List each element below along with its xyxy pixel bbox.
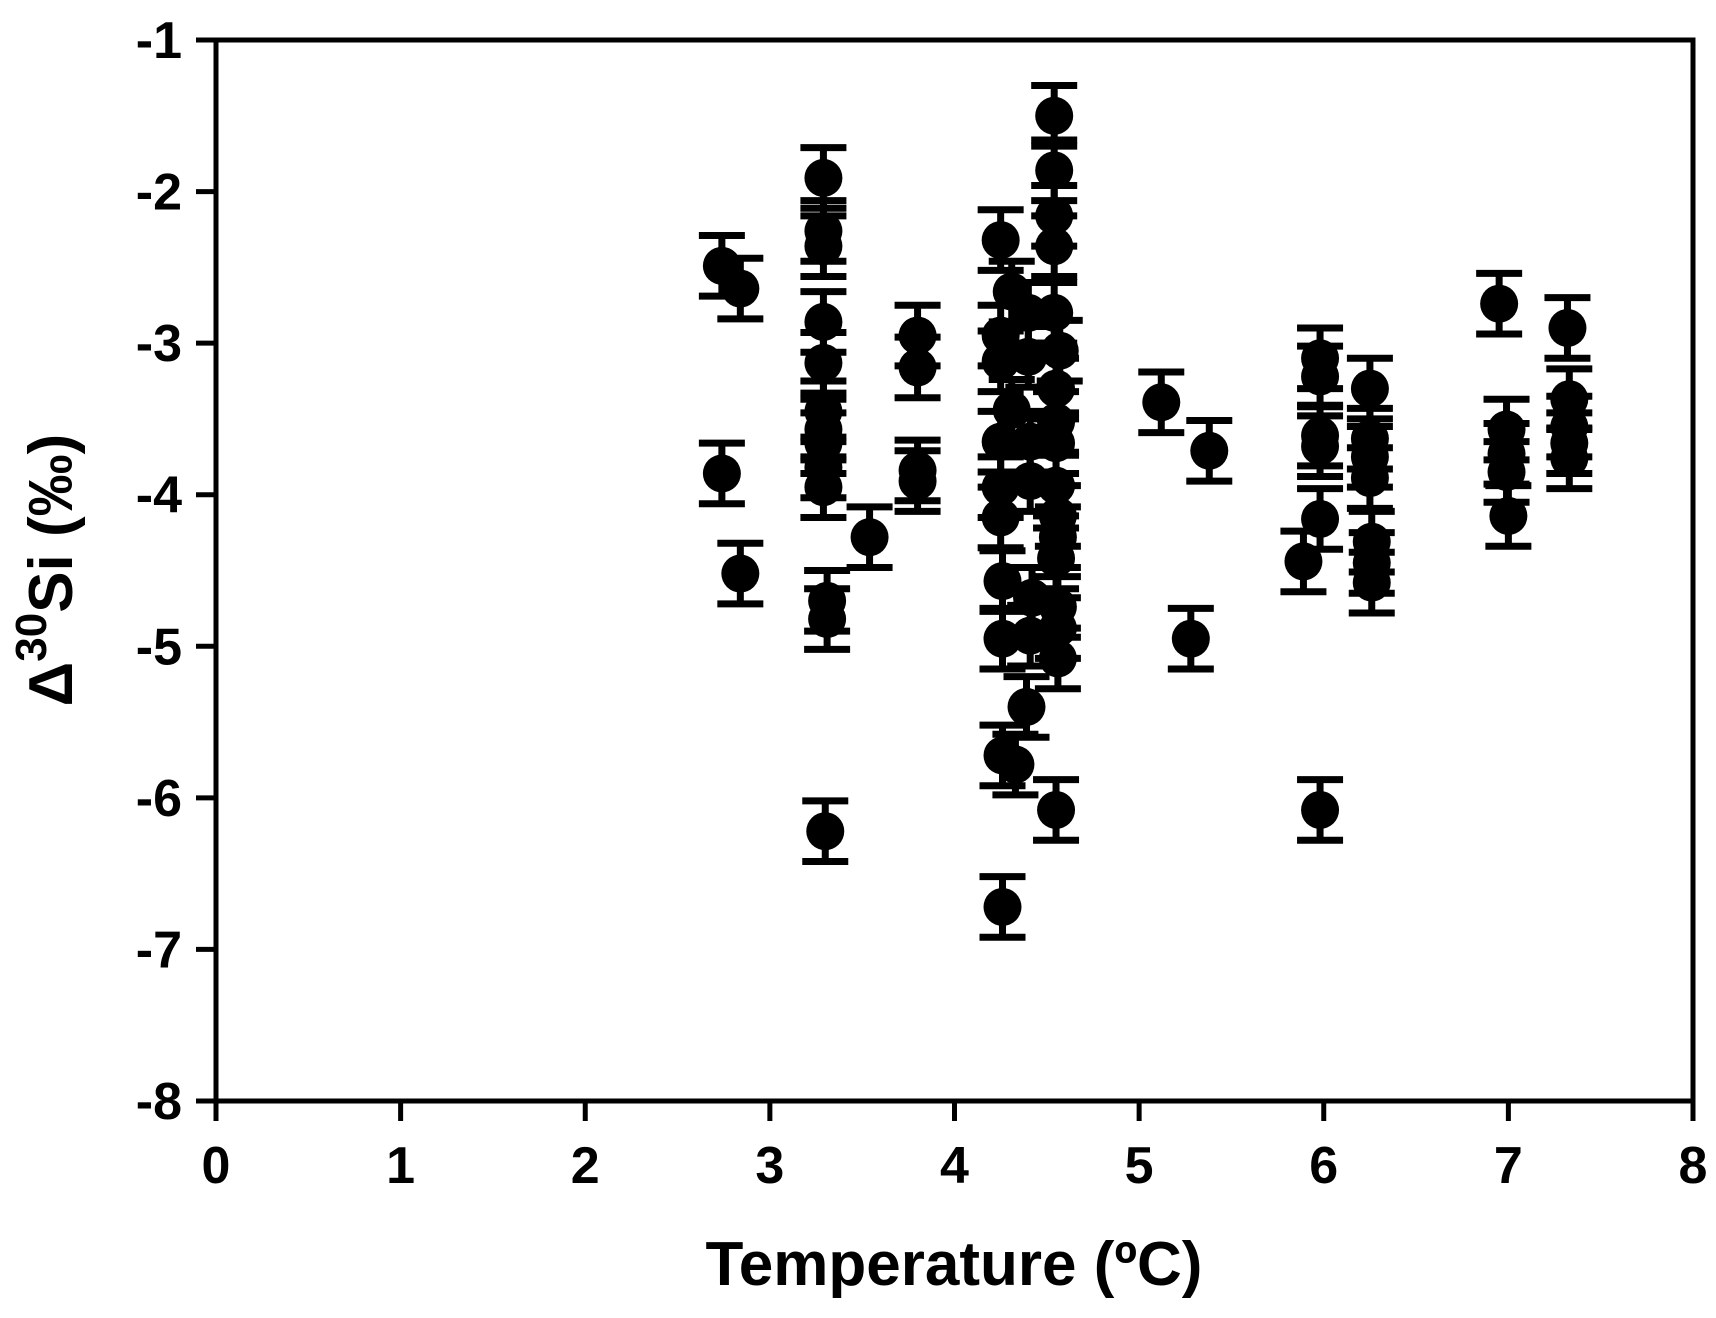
data-point	[1550, 439, 1589, 478]
data-point	[983, 562, 1022, 601]
data-point	[1301, 499, 1340, 538]
data-point	[702, 454, 741, 493]
data-point	[1489, 496, 1528, 535]
data-point	[1350, 459, 1389, 498]
data-point	[1035, 151, 1074, 190]
x-tick-label: 7	[1494, 1137, 1523, 1195]
y-tick-label: -5	[136, 618, 182, 676]
data-point	[1040, 331, 1079, 370]
data-point	[898, 462, 937, 501]
data-point	[1037, 466, 1076, 505]
data-point	[898, 316, 937, 355]
data-point	[1301, 427, 1340, 466]
data-point	[983, 887, 1022, 926]
data-point	[992, 390, 1031, 429]
y-tick-label: -2	[136, 164, 182, 222]
data-point	[1035, 96, 1074, 135]
x-axis-label: Temperature (ºC)	[706, 1230, 1203, 1299]
data-point	[898, 348, 937, 387]
data-point	[804, 158, 843, 197]
data-point	[1284, 542, 1323, 581]
data-point	[1171, 619, 1210, 658]
data-point	[1550, 380, 1589, 419]
y-tick-label: -8	[136, 1073, 182, 1131]
data-point	[1035, 227, 1074, 266]
data-point	[806, 812, 845, 851]
data-point	[1352, 563, 1391, 602]
data-point	[1142, 383, 1181, 422]
data-point	[1350, 369, 1389, 408]
x-tick-label: 6	[1309, 1137, 1338, 1195]
x-tick-label: 1	[386, 1137, 415, 1195]
data-point	[1035, 196, 1074, 235]
markers-layer	[702, 96, 1589, 926]
data-point	[1037, 539, 1076, 578]
y-tick-label: -1	[136, 12, 182, 70]
data-point	[808, 600, 847, 639]
data-point	[1190, 431, 1229, 470]
data-point	[981, 468, 1020, 507]
data-point	[981, 498, 1020, 537]
data-point	[850, 518, 889, 557]
y-axis-ticks	[196, 37, 216, 1104]
y-tick-label: -6	[136, 770, 182, 828]
data-point	[721, 269, 760, 308]
data-point	[1009, 337, 1048, 376]
data-point	[1037, 369, 1076, 408]
x-axis-ticks	[213, 1101, 1696, 1121]
x-tick-label: 2	[571, 1137, 600, 1195]
y-axis-tick-labels: -1 -2 -3 -4 -5 -6 -7 -8	[136, 12, 182, 1131]
data-point	[981, 221, 1020, 260]
data-point	[1487, 452, 1526, 491]
x-axis-tick-labels: 0 1 2 3 4 5 6 7 8	[202, 1137, 1708, 1195]
y-axis-label: Δ30Si (‰)	[7, 434, 86, 707]
data-point	[804, 302, 843, 341]
data-point	[1301, 790, 1340, 829]
data-point	[804, 343, 843, 382]
data-point	[1035, 293, 1074, 332]
data-point	[804, 468, 843, 507]
x-tick-label: 3	[755, 1137, 784, 1195]
data-point	[721, 554, 760, 593]
data-point	[1548, 308, 1587, 347]
x-tick-label: 5	[1125, 1137, 1154, 1195]
data-point	[1007, 687, 1046, 726]
data-point	[1480, 284, 1519, 323]
data-point	[1037, 424, 1076, 463]
data-point	[983, 619, 1022, 658]
data-point	[981, 422, 1020, 461]
data-point	[1038, 639, 1077, 678]
data-point	[1038, 609, 1077, 648]
y-tick-label: -7	[136, 921, 182, 979]
x-tick-label: 4	[940, 1137, 969, 1195]
x-tick-label: 0	[202, 1137, 231, 1195]
y-tick-label: -3	[136, 315, 182, 373]
data-point	[996, 745, 1035, 784]
data-point	[1301, 357, 1340, 396]
x-tick-label: 8	[1679, 1137, 1708, 1195]
data-point	[1037, 790, 1076, 829]
data-point	[804, 227, 843, 266]
y-tick-label: -4	[136, 467, 182, 525]
